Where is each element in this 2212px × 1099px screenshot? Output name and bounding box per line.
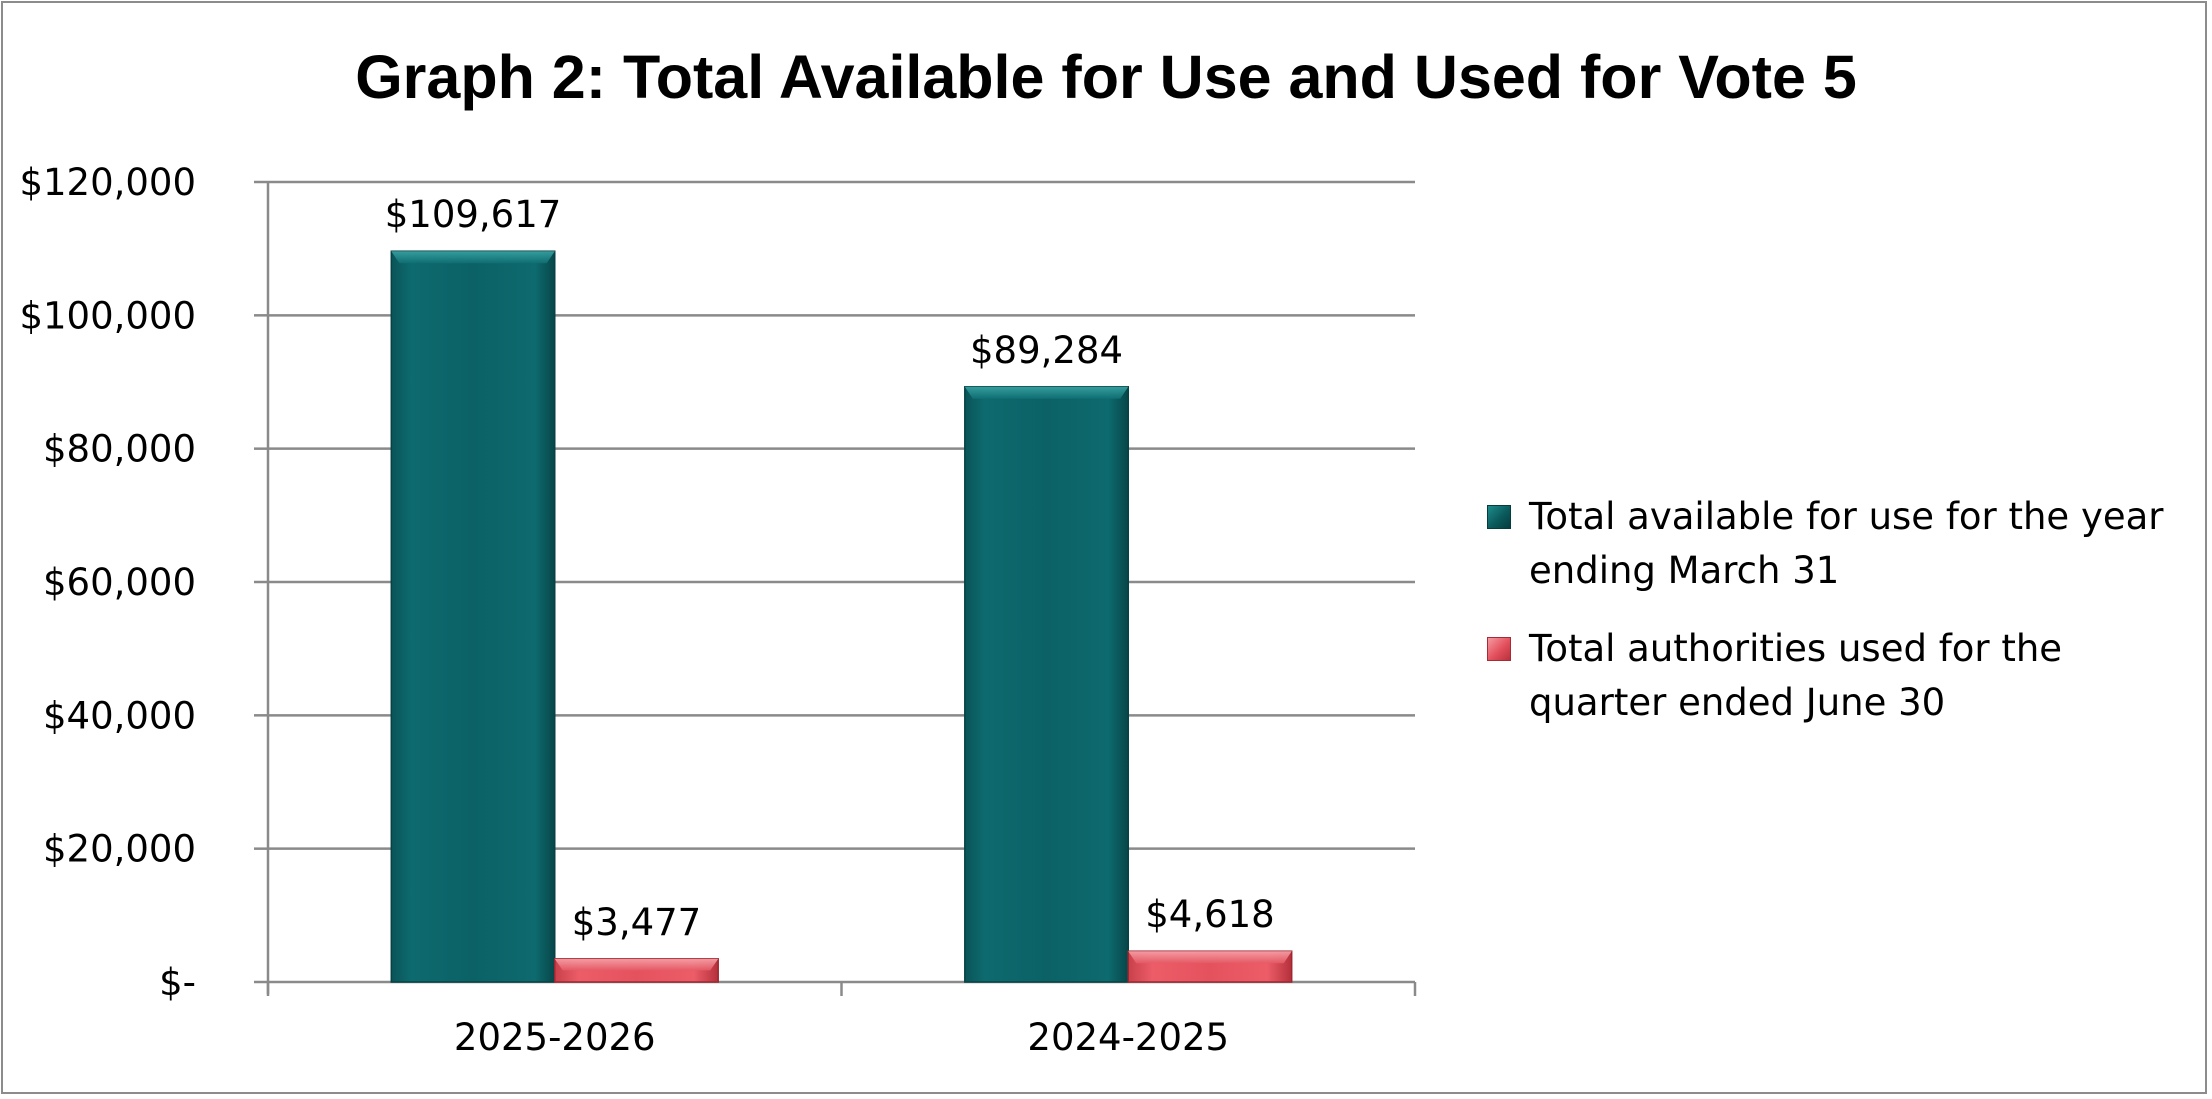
data-label: $3,477 xyxy=(572,901,701,944)
y-tick-label: $- xyxy=(159,961,196,1004)
legend-label-used: Total authorities used for the quarter e… xyxy=(1529,627,2063,724)
legend-swatch-available xyxy=(1487,505,1511,529)
x-category-label: 2024-2025 xyxy=(1027,1016,1229,1059)
bar-bevel xyxy=(1128,951,1292,964)
bars xyxy=(390,250,1293,983)
y-tick-label: $40,000 xyxy=(43,694,196,737)
axes: $- $20,000 $40,000 $60,000 $80,000 $100,000 $1… xyxy=(19,161,1417,1004)
bar-bevel xyxy=(391,251,555,264)
legend-label-available: Total available for use for the year end… xyxy=(1529,495,2164,592)
chart-title: Graph 2: Total Available for Use and Use… xyxy=(355,43,1857,111)
legend-item-available: Total available for use for the year end… xyxy=(1487,490,2187,598)
data-label: $89,284 xyxy=(970,329,1123,372)
y-tick-label: $20,000 xyxy=(43,828,196,871)
y-tick-label: $80,000 xyxy=(43,428,196,471)
y-tick-label: $100,000 xyxy=(19,294,196,337)
legend-swatch-used xyxy=(1487,637,1511,661)
labels: 2025-2026 $109,617 $3,477 2024-2025 $89,284 $… xyxy=(385,193,1275,1059)
data-label: $4,618 xyxy=(1145,893,1274,936)
x-category-label: 2025-2026 xyxy=(454,1016,656,1059)
bar-bevel xyxy=(964,386,1129,399)
y-tick-label: $120,000 xyxy=(19,161,196,204)
legend: Total available for use for the year end… xyxy=(1487,490,2187,754)
bar xyxy=(964,386,1129,983)
legend-item-used: Total authorities used for the quarter e… xyxy=(1487,622,2187,730)
bar-bevel xyxy=(554,958,719,971)
y-tick-label: $60,000 xyxy=(43,561,196,604)
bar xyxy=(390,250,556,983)
data-label: $109,617 xyxy=(385,193,562,236)
